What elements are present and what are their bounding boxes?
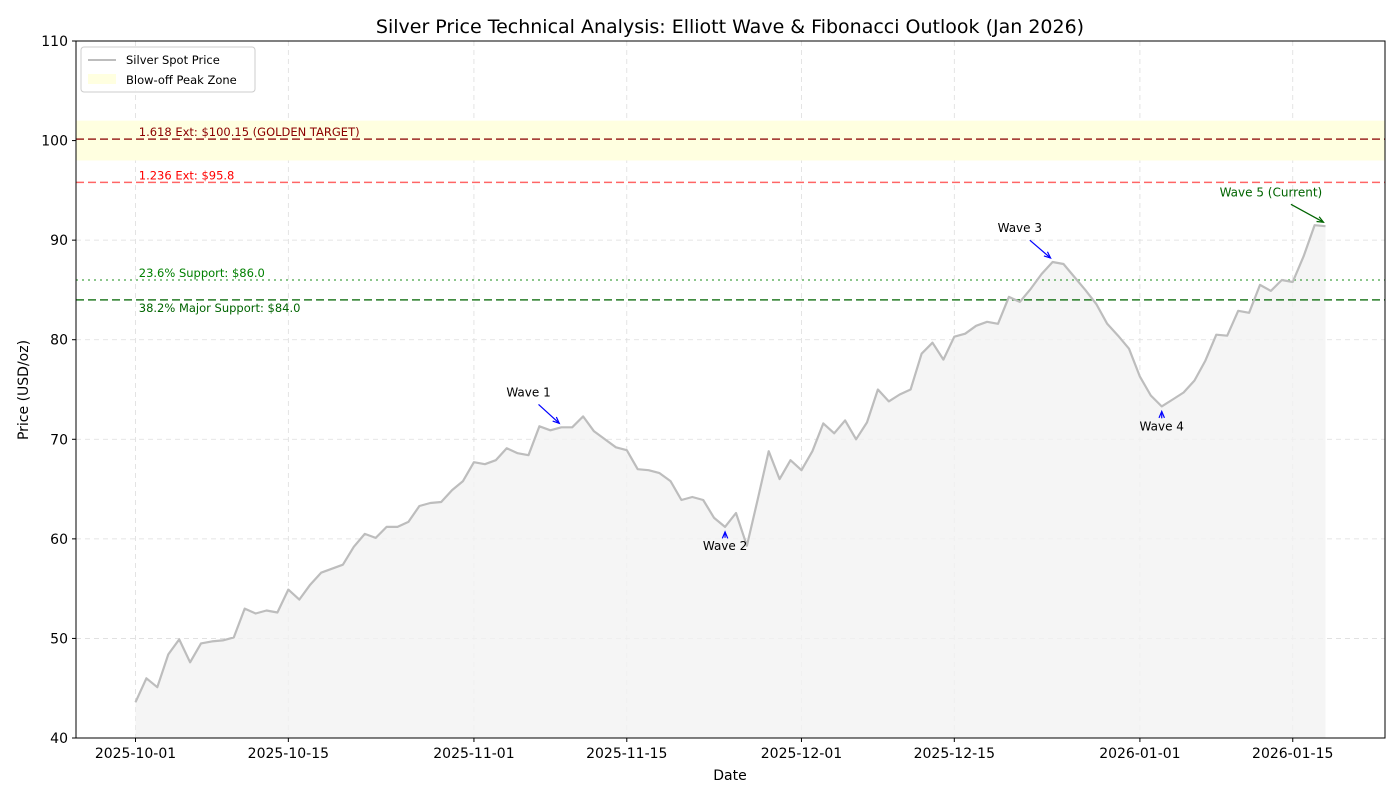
annotation-arrowhead <box>1043 251 1052 260</box>
fib-level-label: 23.6% Support: $86.0 <box>139 266 265 280</box>
y-tick-label: 100 <box>41 134 68 150</box>
fib-level-label: 1.236 Ext: $95.8 <box>139 168 235 182</box>
x-tick-label: 2025-11-15 <box>586 746 667 762</box>
price-area-fill <box>135 225 1326 738</box>
legend-zone-swatch <box>88 74 116 84</box>
x-tick-label: 2025-10-01 <box>95 746 176 762</box>
annotation-label: Wave 4 <box>1140 419 1184 433</box>
y-tick-label: 60 <box>50 532 68 548</box>
annotation-arrowhead <box>721 530 729 539</box>
y-tick-label: 70 <box>50 432 68 448</box>
price-series-line <box>134 224 1326 703</box>
annotation-arrow <box>538 404 560 424</box>
blow-off-peak-zone <box>76 120 1385 161</box>
x-axis-label: Date <box>713 768 746 784</box>
x-tick-label: 2026-01-01 <box>1099 746 1180 762</box>
fib-levels: 1.618 Ext: $100.15 (GOLDEN TARGET) 1.236 … <box>76 125 1385 315</box>
area-fill <box>135 225 1326 738</box>
y-axis-label: Price (USD/oz) <box>16 340 32 440</box>
fib-level-label: 38.2% Major Support: $84.0 <box>139 301 301 315</box>
annotation-arrow <box>1029 239 1051 259</box>
legend: Silver Spot Price Blow-off Peak Zone <box>80 46 256 93</box>
annotation-label: Wave 3 <box>998 221 1042 235</box>
y-tick-label: 110 <box>41 34 68 50</box>
x-tick-label: 2025-10-15 <box>248 746 329 762</box>
annotation-arrowhead <box>552 416 561 425</box>
x-tick-label: 2025-12-15 <box>914 746 995 762</box>
price-line <box>134 224 1326 703</box>
annotation-arrowhead <box>1158 409 1166 419</box>
y-tick-label: 40 <box>50 731 68 747</box>
peak-zone <box>76 120 1385 161</box>
wave-annotations: Wave 1 Wave 2 Wave 3 Wave 4 Wave 5 (Current) <box>506 185 1325 553</box>
fib-level-label: 1.618 Ext: $100.15 (GOLDEN TARGET) <box>139 125 360 139</box>
x-tick-label: 2025-12-01 <box>761 746 842 762</box>
y-tick-label: 90 <box>50 233 68 249</box>
x-tick-label: 2026-01-15 <box>1252 746 1333 762</box>
annotation-label: Wave 5 (Current) <box>1220 185 1323 199</box>
annotation-arrow <box>1290 203 1324 223</box>
annotation-label: Wave 2 <box>703 539 747 553</box>
plot-frame <box>75 40 1386 739</box>
annotation-label: Wave 1 <box>506 385 550 399</box>
x-tick-label: 2025-11-01 <box>433 746 514 762</box>
legend-label-zone: Blow-off Peak Zone <box>126 73 237 87</box>
y-tick-label: 50 <box>50 631 68 647</box>
axes: 40 50 60 70 80 90 100 110 2025-10-01 2025-10-15 20… <box>41 34 1333 762</box>
legend-box <box>80 46 256 93</box>
y-tick-label: 80 <box>50 333 68 349</box>
legend-label-price: Silver Spot Price <box>126 53 220 67</box>
chart-title: Silver Price Technical Analysis: Elliott… <box>376 16 1084 38</box>
annotation-arrowhead <box>1316 216 1325 223</box>
